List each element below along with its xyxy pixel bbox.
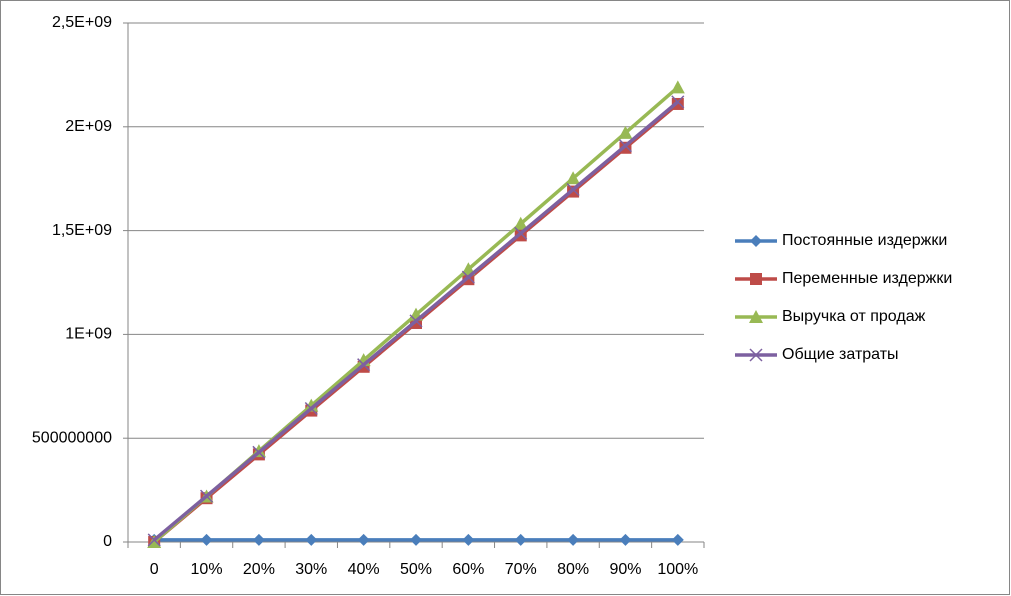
legend-label: Выручка от продаж: [782, 308, 926, 325]
marker: [410, 533, 422, 546]
marker: [304, 398, 319, 412]
marker: [514, 533, 527, 546]
x-tick-label: 70%: [505, 561, 537, 578]
y-tick-label: 1E+09: [65, 326, 112, 343]
y-tick-label: 2E+09: [65, 118, 112, 135]
marker: [750, 273, 762, 285]
marker: [749, 310, 763, 323]
marker: [671, 533, 684, 546]
marker: [305, 533, 318, 546]
series: Общие затраты: [147, 95, 899, 547]
x-tick-label: 100%: [657, 561, 698, 578]
marker: [567, 533, 580, 546]
marker: [357, 533, 370, 546]
marker: [619, 533, 632, 546]
marker: [357, 358, 371, 372]
marker: [252, 533, 265, 546]
series: Постоянные издержки: [148, 232, 947, 546]
y-tick-label: 0: [103, 533, 112, 550]
x-tick-label: 30%: [295, 561, 327, 578]
marker: [304, 401, 318, 416]
marker: [566, 171, 581, 185]
marker: [671, 95, 685, 109]
x-tick-label: 90%: [609, 561, 641, 578]
marker: [461, 270, 475, 284]
legend-label: Постоянные издержки: [782, 232, 947, 249]
y-tick-label: 2,5E+09: [52, 14, 112, 31]
marker: [566, 182, 580, 197]
marker: [462, 533, 475, 546]
marker: [147, 535, 162, 548]
marker: [514, 226, 528, 240]
legend-label: Переменные издержки: [782, 270, 952, 287]
x-tick-label: 10%: [191, 561, 223, 578]
marker: [670, 80, 685, 94]
y-tick-label: 1,5E+09: [52, 222, 112, 239]
marker: [750, 235, 762, 247]
marker: [200, 489, 214, 503]
x-tick-label: 40%: [348, 561, 380, 578]
marker: [147, 533, 161, 547]
legend-label: Общие затраты: [782, 346, 899, 363]
x-tick-label: 80%: [557, 561, 589, 578]
marker: [513, 216, 528, 230]
marker: [200, 533, 213, 546]
marker: [409, 314, 423, 328]
marker: [618, 139, 632, 153]
x-tick-label: 0: [150, 561, 159, 578]
x-tick-label: 60%: [452, 561, 484, 578]
marker: [618, 125, 633, 139]
x-tick-label: 20%: [243, 561, 275, 578]
marker: [749, 348, 763, 362]
marker: [252, 445, 266, 459]
x-tick-label: 50%: [400, 561, 432, 578]
y-tick-label: 500000000: [32, 429, 112, 446]
